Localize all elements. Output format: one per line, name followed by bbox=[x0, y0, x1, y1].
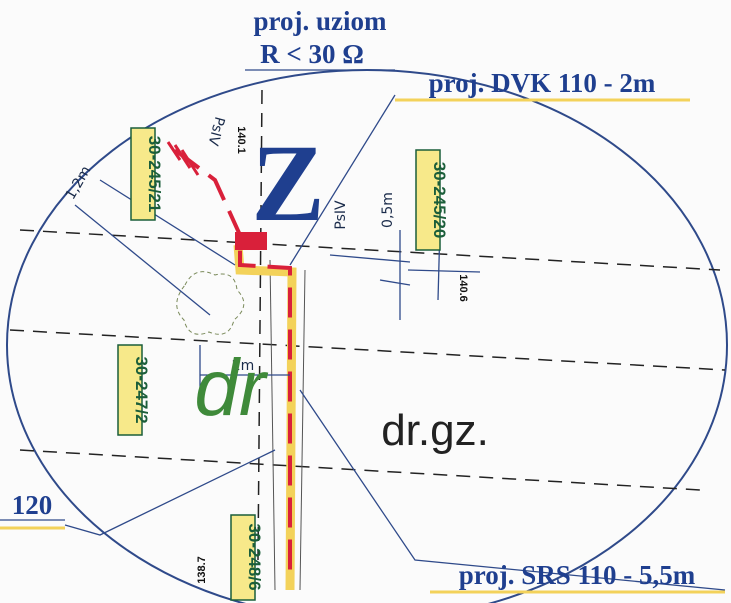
parcel-number: 30-247/2 bbox=[132, 356, 151, 423]
callout: 120 bbox=[12, 490, 53, 520]
land-use: dr bbox=[194, 343, 268, 432]
dimension: 0,5m bbox=[380, 192, 396, 228]
parcel-number: 30-245/21 bbox=[145, 136, 164, 213]
callout: proj. uziom bbox=[254, 6, 388, 36]
soil-class: PsIV bbox=[333, 200, 349, 230]
callout: R < 30 Ω bbox=[260, 39, 364, 69]
parcel-number: 30-248/6 bbox=[245, 523, 264, 590]
plan: proj. uziom R < 30 Ω proj. DVK 110 - 2m … bbox=[0, 0, 731, 603]
land-use: dr.gz. bbox=[381, 406, 489, 455]
parcel-number: 30-245/20 bbox=[430, 162, 449, 239]
elevation: 140.1 bbox=[235, 126, 247, 154]
callout: proj. SRS 110 - 5,5m bbox=[459, 560, 696, 590]
elevation: 140.6 bbox=[457, 274, 469, 302]
callout: proj. DVK 110 - 2m bbox=[429, 68, 656, 98]
north-letter: Z bbox=[251, 122, 324, 244]
elevation: 138.7 bbox=[196, 556, 208, 584]
